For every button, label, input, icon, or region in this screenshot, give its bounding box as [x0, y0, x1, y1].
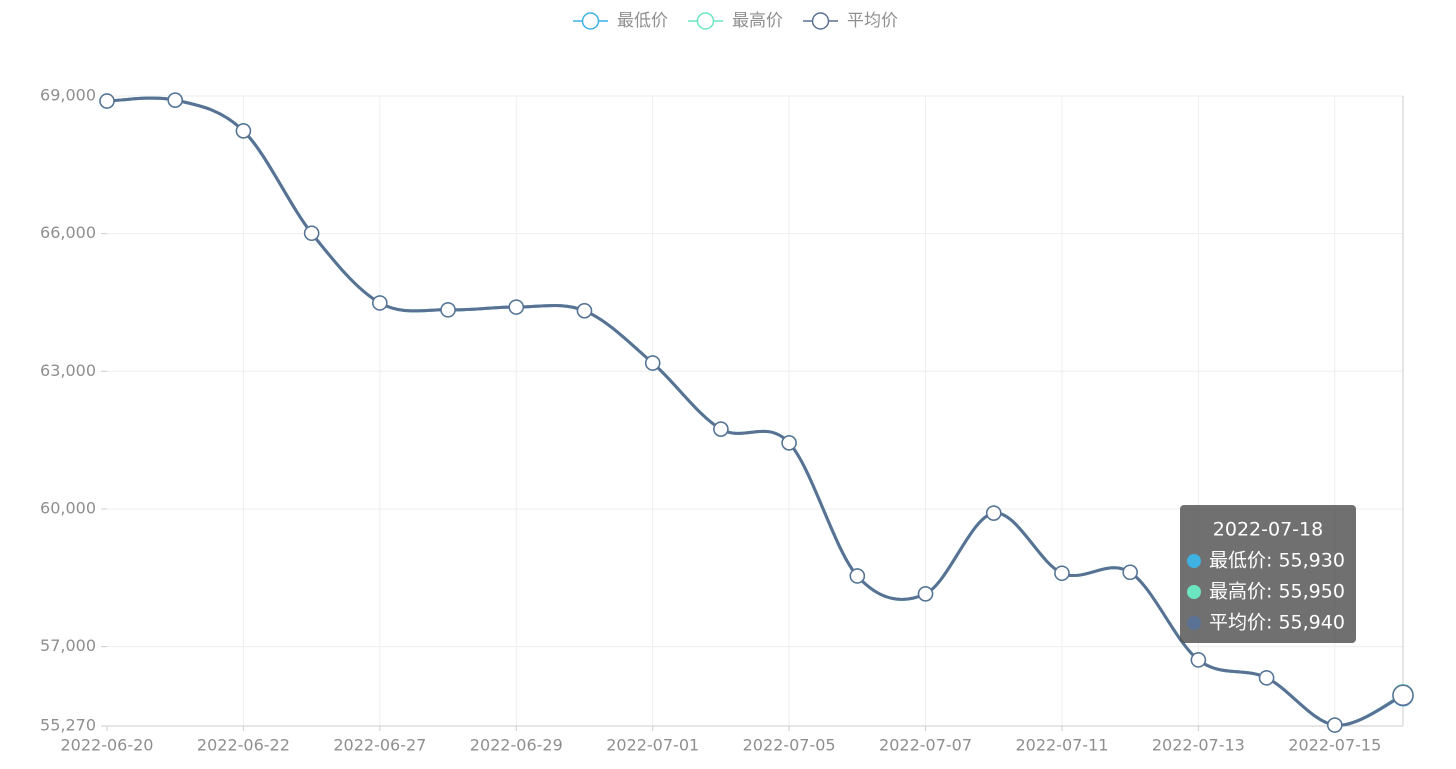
x-tick-label: 2022-07-11: [1015, 736, 1108, 755]
y-tick-label: 57,000: [40, 636, 96, 655]
series-line: [106, 96, 1404, 727]
x-tick-label: 2022-06-20: [61, 736, 154, 755]
data-point: [235, 123, 252, 139]
data-point: [849, 568, 866, 584]
tooltip: 2022-07-18 最低价: 55,930 最高价: 55,950 平均价: 55,…: [1180, 505, 1356, 643]
data-point: [713, 421, 729, 437]
y-tick-label: 63,000: [40, 361, 96, 380]
legend-label: 最高价: [732, 11, 783, 31]
x-tick-label: 2022-07-15: [1288, 736, 1381, 755]
tooltip-item: 平均价: 55,940: [1209, 612, 1345, 634]
tooltip-box: [1180, 505, 1356, 643]
tooltip-dot: [1187, 554, 1201, 568]
x-tick-label: 2022-07-01: [606, 736, 699, 755]
data-point: [1327, 717, 1343, 733]
y-tick-label: 66,000: [40, 223, 96, 242]
data-point: [372, 295, 388, 311]
tooltip-title: 2022-07-18: [1213, 519, 1323, 541]
data-point: [576, 302, 593, 319]
data-point: [1122, 564, 1138, 581]
legend-icon: [811, 12, 830, 30]
x-tick-label: 2022-06-27: [333, 736, 426, 755]
data-point: [644, 355, 661, 371]
x-tick-label: 2022-07-07: [879, 736, 972, 755]
data-point: [1258, 670, 1275, 686]
x-tick-label: 2022-07-05: [743, 736, 836, 755]
data-point: [1190, 652, 1207, 668]
data-point: [781, 435, 797, 451]
data-point: [917, 586, 934, 602]
y-tick-label: 60,000: [40, 498, 96, 517]
y-tick-label: 69,000: [40, 86, 96, 105]
tooltip-item: 最低价: 55,930: [1209, 550, 1345, 572]
legend-label: 平均价: [847, 11, 898, 31]
data-point: [1392, 684, 1414, 707]
data-point: [508, 299, 525, 315]
data-point: [440, 302, 456, 318]
tooltip-item: 最高价: 55,950: [1209, 581, 1345, 603]
x-tick-label: 2022-06-22: [197, 736, 290, 755]
data-point: [167, 92, 183, 108]
tooltip-dot: [1187, 616, 1201, 630]
y-tick-label: 55,270: [40, 716, 96, 735]
x-tick-label: 2022-07-13: [1152, 736, 1245, 755]
legend-icon: [581, 12, 600, 30]
data-point: [985, 505, 1002, 521]
data-point: [303, 225, 320, 241]
legend-label: 最低价: [617, 11, 668, 31]
data-point: [1054, 565, 1070, 581]
x-tick-label: 2022-06-29: [470, 736, 563, 755]
tooltip-dot: [1187, 585, 1201, 599]
data-point: [99, 93, 115, 109]
legend-icon: [696, 12, 715, 30]
